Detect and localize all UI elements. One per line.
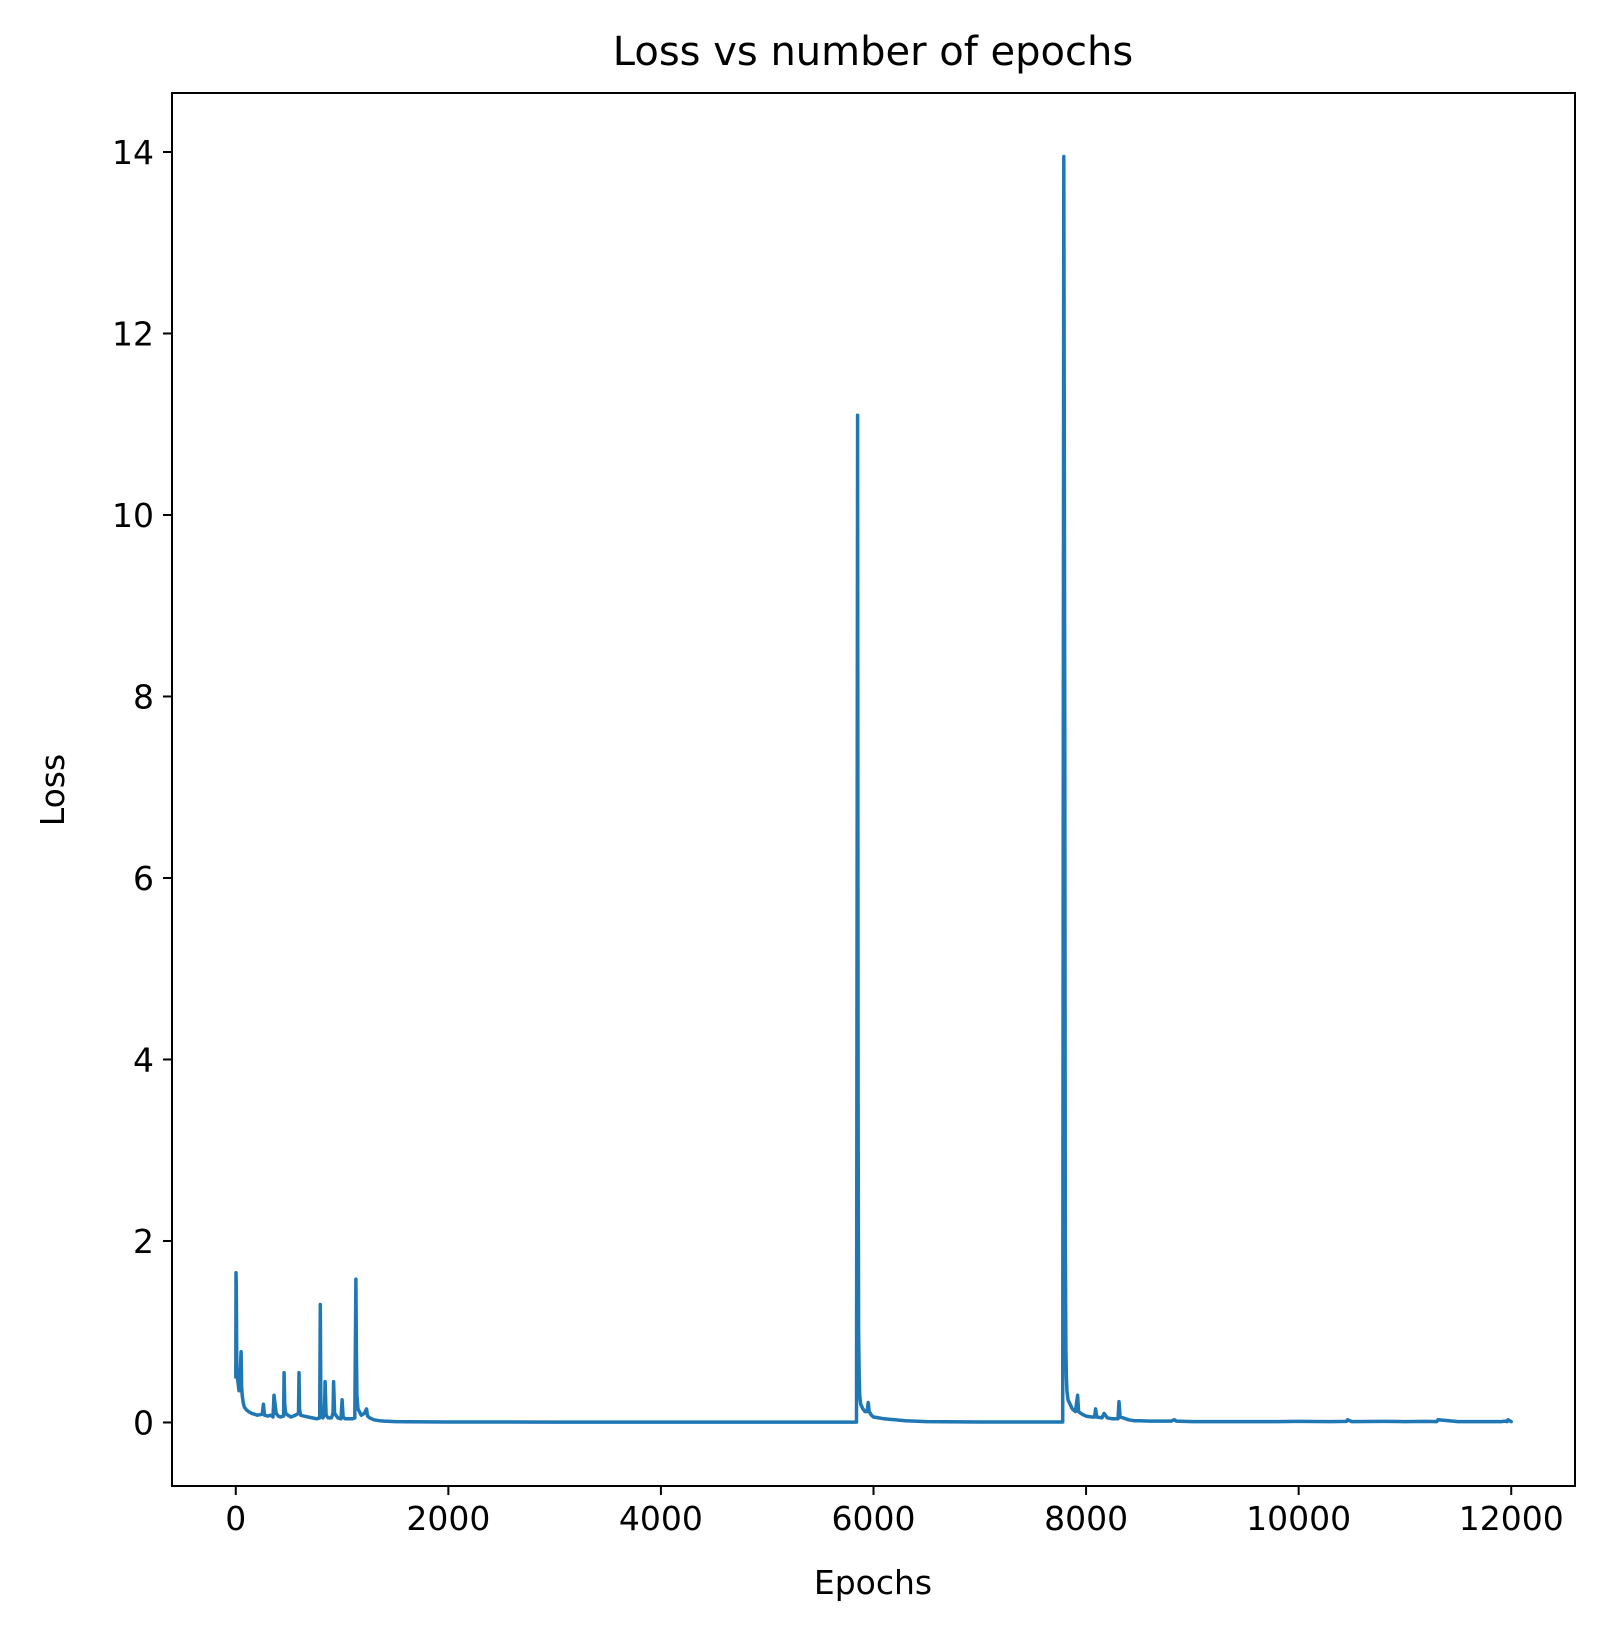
- x-axis: 0 2000 4000 6000 8000 10000 12000: [225, 1486, 1564, 1538]
- x-tick-label: 10000: [1246, 1499, 1351, 1538]
- y-tick-label: 2: [133, 1222, 154, 1261]
- x-tick-label: 8000: [1044, 1499, 1128, 1538]
- y-tick-label: 0: [133, 1403, 154, 1442]
- y-tick-label: 12: [112, 314, 154, 353]
- x-tick-label: 6000: [832, 1499, 916, 1538]
- plot-layer: [234, 154, 1513, 1424]
- x-tick-label: 4000: [619, 1499, 703, 1538]
- y-tick-label: 14: [112, 133, 154, 172]
- x-axis-label: Epochs: [814, 1563, 932, 1602]
- chart-title: Loss vs number of epochs: [613, 29, 1133, 75]
- y-tick-label: 10: [112, 496, 154, 535]
- x-tick-label: 2000: [406, 1499, 490, 1538]
- x-tick-label: 0: [225, 1499, 246, 1538]
- y-tick-label: 4: [133, 1040, 154, 1079]
- y-axis-label: Loss: [33, 754, 72, 826]
- series-line-0: [234, 154, 1513, 1424]
- x-tick-label: 12000: [1459, 1499, 1564, 1538]
- y-tick-label: 6: [133, 859, 154, 898]
- y-tick-label: 8: [133, 677, 154, 716]
- y-axis: 0 2 4 6 8 10 12 14: [112, 133, 172, 1442]
